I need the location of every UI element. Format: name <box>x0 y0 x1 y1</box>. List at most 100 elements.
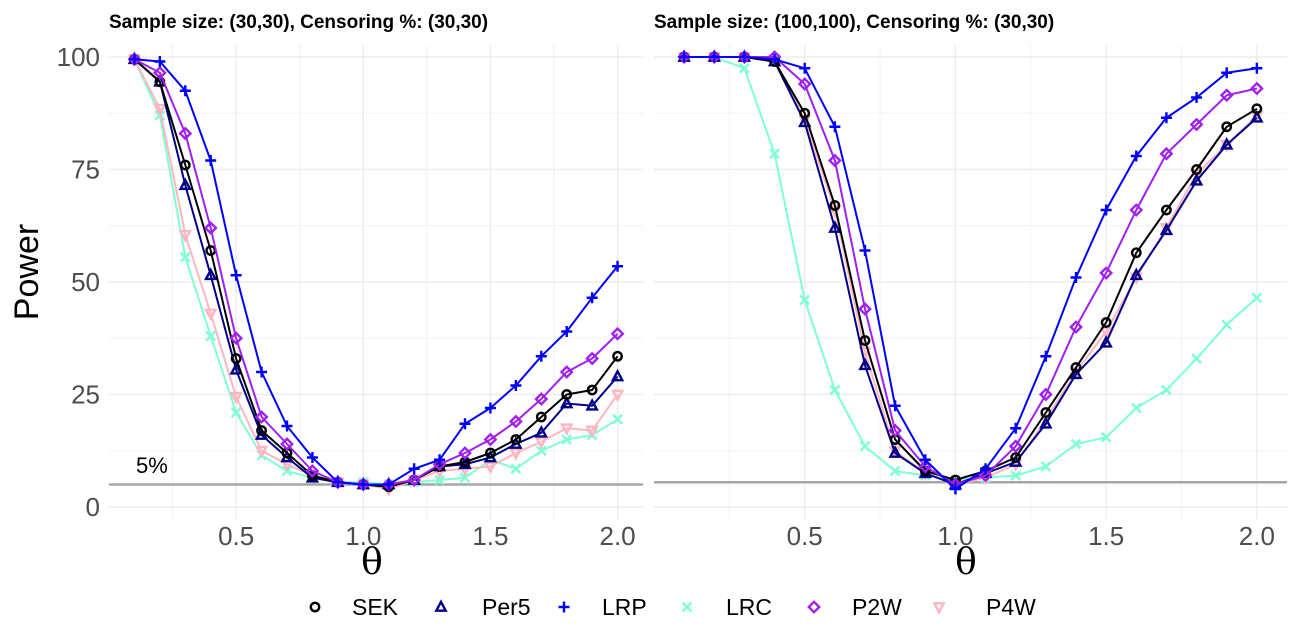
data-point-sek <box>1130 247 1142 259</box>
data-point-p2w <box>432 457 447 472</box>
data-point-p4w <box>204 308 218 322</box>
series-lrp <box>128 53 624 490</box>
grid <box>654 45 1287 519</box>
data-point-p2w <box>534 392 549 406</box>
data-point-p4w <box>483 461 498 475</box>
data-point-lrc <box>889 465 901 477</box>
data-point-lrp <box>179 85 191 97</box>
series-p4w <box>127 54 625 497</box>
data-point-lrc <box>1070 438 1082 450</box>
data-point-lrc <box>859 440 871 452</box>
data-point-lrp <box>1130 150 1142 162</box>
data-point-lrp <box>332 476 344 488</box>
data-point-p2w <box>1038 387 1053 402</box>
data-point-p2w <box>978 468 993 483</box>
data-point-p4w <box>560 423 574 437</box>
legend: SEK Per5 LRP LRC P2W P4W <box>309 594 1036 620</box>
data-point-lrp <box>1160 112 1172 124</box>
panel-left-plot-area: 0.5 1.0 1.5 2.0 <box>109 45 643 551</box>
data-point-p2w <box>918 459 933 474</box>
data-point-sek <box>535 411 547 423</box>
data-point-p4w <box>229 391 243 405</box>
data-point-lrp <box>1221 67 1233 79</box>
data-point-per5 <box>178 177 192 191</box>
data-point-per5 <box>585 397 599 411</box>
series-per5 <box>677 49 1264 490</box>
data-point-p4w <box>610 389 625 403</box>
data-point-sek <box>1100 317 1112 328</box>
data-point-p2w <box>407 473 422 487</box>
data-point-p4w <box>153 103 167 117</box>
data-point-p2w <box>1069 320 1083 334</box>
data-point-per5 <box>610 368 625 382</box>
y-tick-label: 75 <box>71 155 100 185</box>
legend-key-lrc <box>681 601 693 613</box>
data-point-lrp <box>1251 62 1263 74</box>
data-point-sek <box>1161 204 1172 216</box>
panel-left: Sample size: (30,30), Censoring %: (30,3… <box>109 12 643 551</box>
data-point-sek <box>179 159 191 171</box>
data-point-lrp <box>408 463 420 475</box>
data-point-p2w <box>203 221 218 235</box>
data-point-lrc <box>205 330 217 342</box>
data-point-lrc <box>1130 402 1142 414</box>
series-sek <box>678 51 1263 486</box>
data-point-lrp <box>949 483 961 495</box>
data-point-lrc <box>829 384 841 396</box>
data-point-lrc <box>561 434 573 445</box>
data-point-lrc <box>799 294 811 306</box>
data-point-sek <box>510 434 522 445</box>
data-point-per5 <box>1159 222 1174 236</box>
series-lrc <box>678 51 1263 486</box>
legend-item-p2w: P2W <box>807 594 902 620</box>
data-point-p2w <box>858 302 872 316</box>
data-point-per5 <box>828 220 842 233</box>
data-point-lrp <box>1070 272 1082 283</box>
legend-key-p2w <box>807 600 821 614</box>
x-tick-label: 0.5 <box>787 521 823 551</box>
legend-item-p4w: P4W <box>932 594 1036 620</box>
grid <box>109 45 643 519</box>
data-point-lrc <box>739 62 750 74</box>
legend-label-lrc: LRC <box>726 594 772 620</box>
legend-label-lrp: LRP <box>602 594 647 620</box>
data-point-lrc <box>612 413 623 425</box>
series-lrp <box>678 51 1263 495</box>
legend-item-lrp: LRP <box>558 594 647 620</box>
legend-key-p4w <box>932 602 946 615</box>
data-point-sek <box>1191 164 1202 175</box>
panel-right-plot-area: 0.5 1.0 1.5 2.0 <box>654 45 1287 551</box>
data-point-sek <box>1010 452 1022 463</box>
data-point-per5 <box>1099 334 1113 348</box>
data-point-p2w <box>888 423 903 438</box>
y-tick-label: 25 <box>71 380 100 410</box>
data-point-p2w <box>178 126 193 141</box>
data-point-sek <box>799 107 811 119</box>
data-point-sek <box>612 350 623 362</box>
data-point-sek <box>485 447 496 459</box>
data-point-lrp <box>561 326 573 337</box>
data-point-per5 <box>458 456 472 470</box>
x-tick-label: 1.0 <box>937 521 973 551</box>
data-point-sek <box>1251 103 1263 115</box>
series-line-sek <box>684 56 1258 481</box>
x-tick-label: 2.0 <box>599 521 635 551</box>
data-point-p4w <box>178 229 192 243</box>
data-point-lrp <box>919 454 931 466</box>
data-point-per5 <box>560 395 574 409</box>
data-point-per5 <box>229 361 243 375</box>
data-point-lrp <box>459 418 471 430</box>
data-point-p2w <box>610 326 625 341</box>
data-point-sek <box>230 353 242 364</box>
data-point-lrc <box>1161 384 1172 396</box>
data-point-lrp <box>799 62 811 74</box>
data-point-lrp <box>128 53 140 65</box>
data-point-p2w <box>254 410 269 424</box>
data-point-lrc <box>1040 461 1052 472</box>
data-point-lrc <box>535 445 547 457</box>
legend-item-lrc: LRC <box>681 594 772 620</box>
data-point-lrp <box>256 366 268 378</box>
data-point-lrp <box>357 479 369 490</box>
series-line-lrp <box>134 58 619 486</box>
